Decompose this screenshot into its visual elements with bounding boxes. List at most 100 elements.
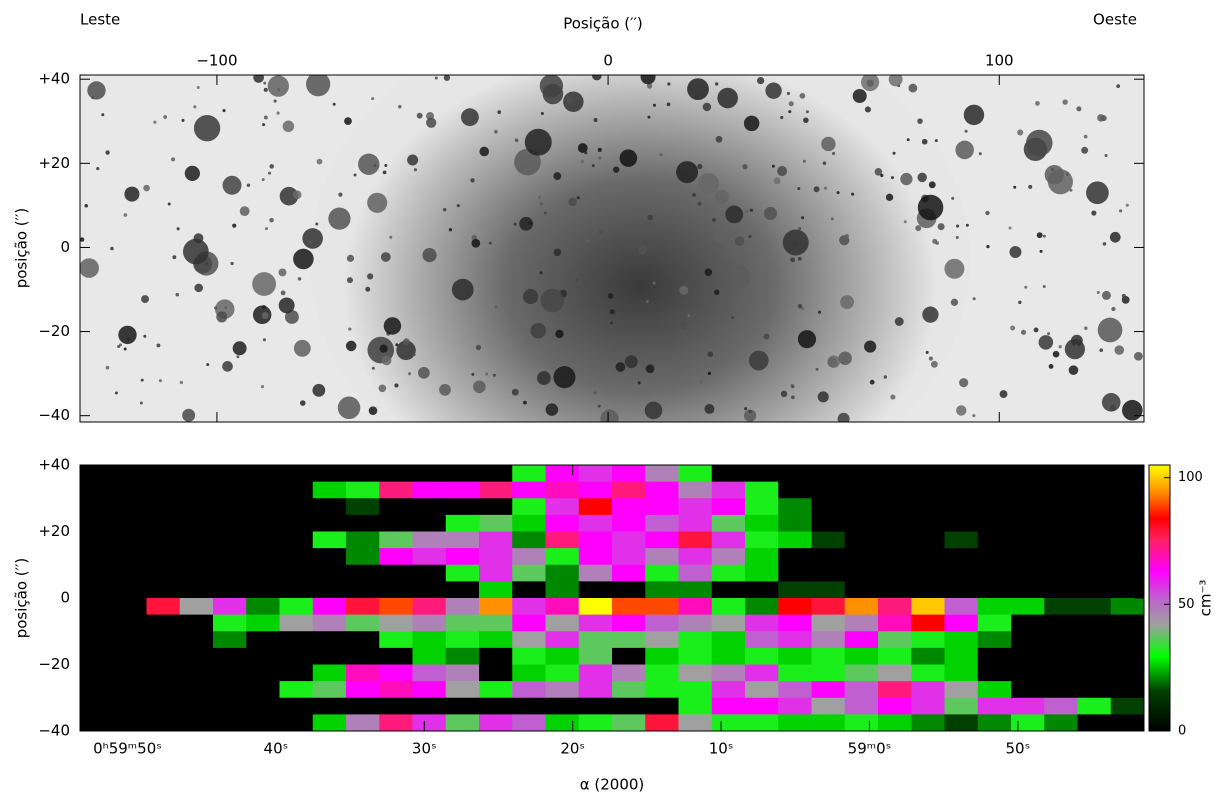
star (523, 401, 527, 405)
heat-cell (479, 465, 513, 482)
heat-cell (113, 498, 147, 515)
heat-cell (180, 648, 214, 665)
x-tick-label: 30ˢ (412, 740, 437, 758)
heat-cell (712, 714, 746, 731)
heat-cell (479, 532, 513, 549)
star (566, 95, 574, 103)
heat-cell (778, 498, 812, 515)
heat-cell (479, 482, 513, 499)
heat-cell (80, 615, 114, 632)
star (744, 407, 747, 410)
star (197, 86, 200, 89)
star (233, 341, 247, 355)
star (764, 207, 777, 220)
heat-cell (945, 648, 979, 665)
star (1102, 291, 1111, 300)
heat-cell (113, 565, 147, 582)
heat-cell (845, 681, 879, 698)
heat-cell (778, 548, 812, 565)
heat-cell (346, 532, 380, 549)
star (1065, 339, 1085, 359)
star (904, 220, 907, 223)
x-tick-label: 59ᵐ0ˢ (848, 740, 892, 758)
star (714, 190, 728, 204)
star (384, 317, 401, 334)
star (649, 270, 652, 273)
star (381, 252, 391, 262)
heat-cell (479, 631, 513, 648)
heat-cell (712, 665, 746, 682)
x-tick-label: 0ʰ59ᵐ50ˢ (93, 740, 162, 758)
heat-cell (512, 615, 546, 632)
star (553, 366, 575, 388)
star (1084, 135, 1088, 139)
heat-cell (1078, 565, 1112, 582)
star (117, 345, 120, 348)
heat-cell (1111, 581, 1145, 598)
heat-cell (945, 631, 979, 648)
star (959, 378, 968, 387)
heat-cell (878, 615, 912, 632)
star (680, 322, 688, 330)
star (378, 384, 386, 392)
star (1048, 169, 1073, 194)
heat-cell (878, 598, 912, 615)
heat-cell (579, 648, 613, 665)
star (180, 381, 183, 384)
star (806, 110, 809, 113)
star (763, 334, 769, 340)
heat-cell (246, 681, 280, 698)
heat-cell (213, 515, 247, 532)
heat-cell (446, 515, 480, 532)
heat-cell (978, 581, 1012, 598)
heat-cell (379, 714, 413, 731)
heat-cell (945, 565, 979, 582)
heat-cell (1111, 548, 1145, 565)
heat-cell (313, 648, 347, 665)
heat-cell (1044, 648, 1078, 665)
heat-cell (113, 665, 147, 682)
heat-cell (280, 681, 314, 698)
star (687, 314, 690, 317)
star (646, 300, 649, 303)
heat-cell (579, 482, 613, 499)
star (268, 75, 289, 96)
star (577, 196, 580, 199)
heat-cell (579, 532, 613, 549)
star (230, 262, 233, 265)
star (194, 115, 220, 141)
star (853, 89, 867, 103)
x-tick-label: 0 (603, 52, 613, 70)
star (365, 287, 370, 292)
heat-cell (280, 482, 314, 499)
heat-cell (612, 681, 646, 698)
star (832, 152, 835, 155)
heat-cell (346, 482, 380, 499)
heat-cell (546, 498, 580, 515)
heat-cell (612, 465, 646, 482)
star (470, 178, 474, 182)
heat-cell (80, 515, 114, 532)
x-tick-label: 20ˢ (560, 740, 585, 758)
heat-cell (147, 631, 181, 648)
heat-cell (1011, 631, 1045, 648)
star (347, 255, 354, 262)
star (177, 227, 180, 230)
star (1069, 365, 1079, 375)
heat-cell (978, 714, 1012, 731)
star (749, 351, 769, 371)
star (915, 225, 921, 231)
heat-cell (446, 714, 480, 731)
star (587, 240, 590, 243)
star (1062, 99, 1067, 104)
heat-cell (413, 598, 447, 615)
heat-cell (579, 598, 613, 615)
star (610, 321, 613, 324)
heat-cell (878, 665, 912, 682)
heat-cell (280, 565, 314, 582)
star (471, 239, 480, 248)
star (369, 406, 378, 415)
heat-cell (878, 465, 912, 482)
star (838, 413, 850, 425)
star (798, 304, 803, 309)
